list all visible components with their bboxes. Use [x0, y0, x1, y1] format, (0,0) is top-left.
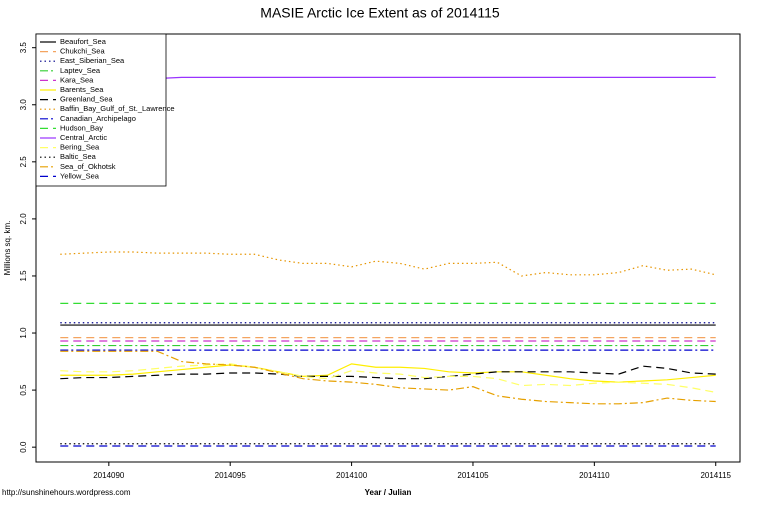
legend-box	[35, 33, 167, 187]
y-tick-label: 2.0	[19, 213, 28, 225]
legend-label: Central_Arctic	[60, 133, 107, 142]
series-line	[60, 350, 716, 405]
y-axis-label: Millions sq. km.	[3, 221, 12, 276]
legend-label: Bering_Sea	[60, 143, 100, 152]
legend-label: Canadian_Archipelago	[60, 114, 136, 123]
x-tick-label: 2014115	[700, 471, 731, 480]
y-tick-label: 3.0	[19, 99, 28, 111]
legend-label: Greenland_Sea	[60, 95, 113, 104]
series-line	[60, 363, 716, 383]
source-note: http://sunshinehours.wordpress.com	[2, 488, 131, 497]
y-tick-label: 0.5	[19, 384, 28, 396]
legend-label: Baffin_Bay_Gulf_of_St._Lawrence	[60, 104, 175, 113]
chart-title: MASIE Arctic Ice Extent as of 2014115	[260, 5, 500, 21]
x-tick-label: 2014090	[93, 471, 125, 480]
legend-label: Laptev_Sea	[60, 66, 101, 75]
y-tick-label: 2.5	[19, 156, 28, 168]
legend-label: Barents_Sea	[60, 85, 104, 94]
legend-label: East_Siberian_Sea	[60, 56, 125, 65]
series-line	[60, 251, 716, 277]
plot-frame	[35, 33, 741, 463]
legend-label: Kara_Sea	[60, 75, 94, 84]
legend: Beaufort_SeaChukchi_SeaEast_Siberian_Sea…	[35, 33, 175, 187]
y-tick-label: 3.5	[19, 42, 28, 54]
x-tick-label: 2014105	[457, 471, 489, 480]
x-tick-label: 2014100	[336, 471, 368, 480]
x-tick-label: 2014095	[215, 471, 247, 480]
legend-label: Baltic_Sea	[60, 152, 97, 161]
y-tick-label: 1.0	[19, 327, 28, 339]
legend-label: Sea_of_Okhotsk	[60, 162, 116, 171]
legend-label: Chukchi_Sea	[60, 47, 105, 56]
y-tick-label: 1.5	[19, 270, 28, 282]
legend-label: Hudson_Bay	[60, 123, 103, 132]
series-line	[60, 363, 716, 393]
y-tick-label: 0.0	[19, 441, 28, 453]
series-line	[60, 76, 716, 81]
legend-label: Yellow_Sea	[60, 171, 100, 180]
series-line	[60, 365, 716, 380]
legend-label: Beaufort_Sea	[60, 37, 107, 46]
x-tick-label: 2014110	[579, 471, 610, 480]
x-axis-label: Year / Julian	[365, 488, 412, 497]
